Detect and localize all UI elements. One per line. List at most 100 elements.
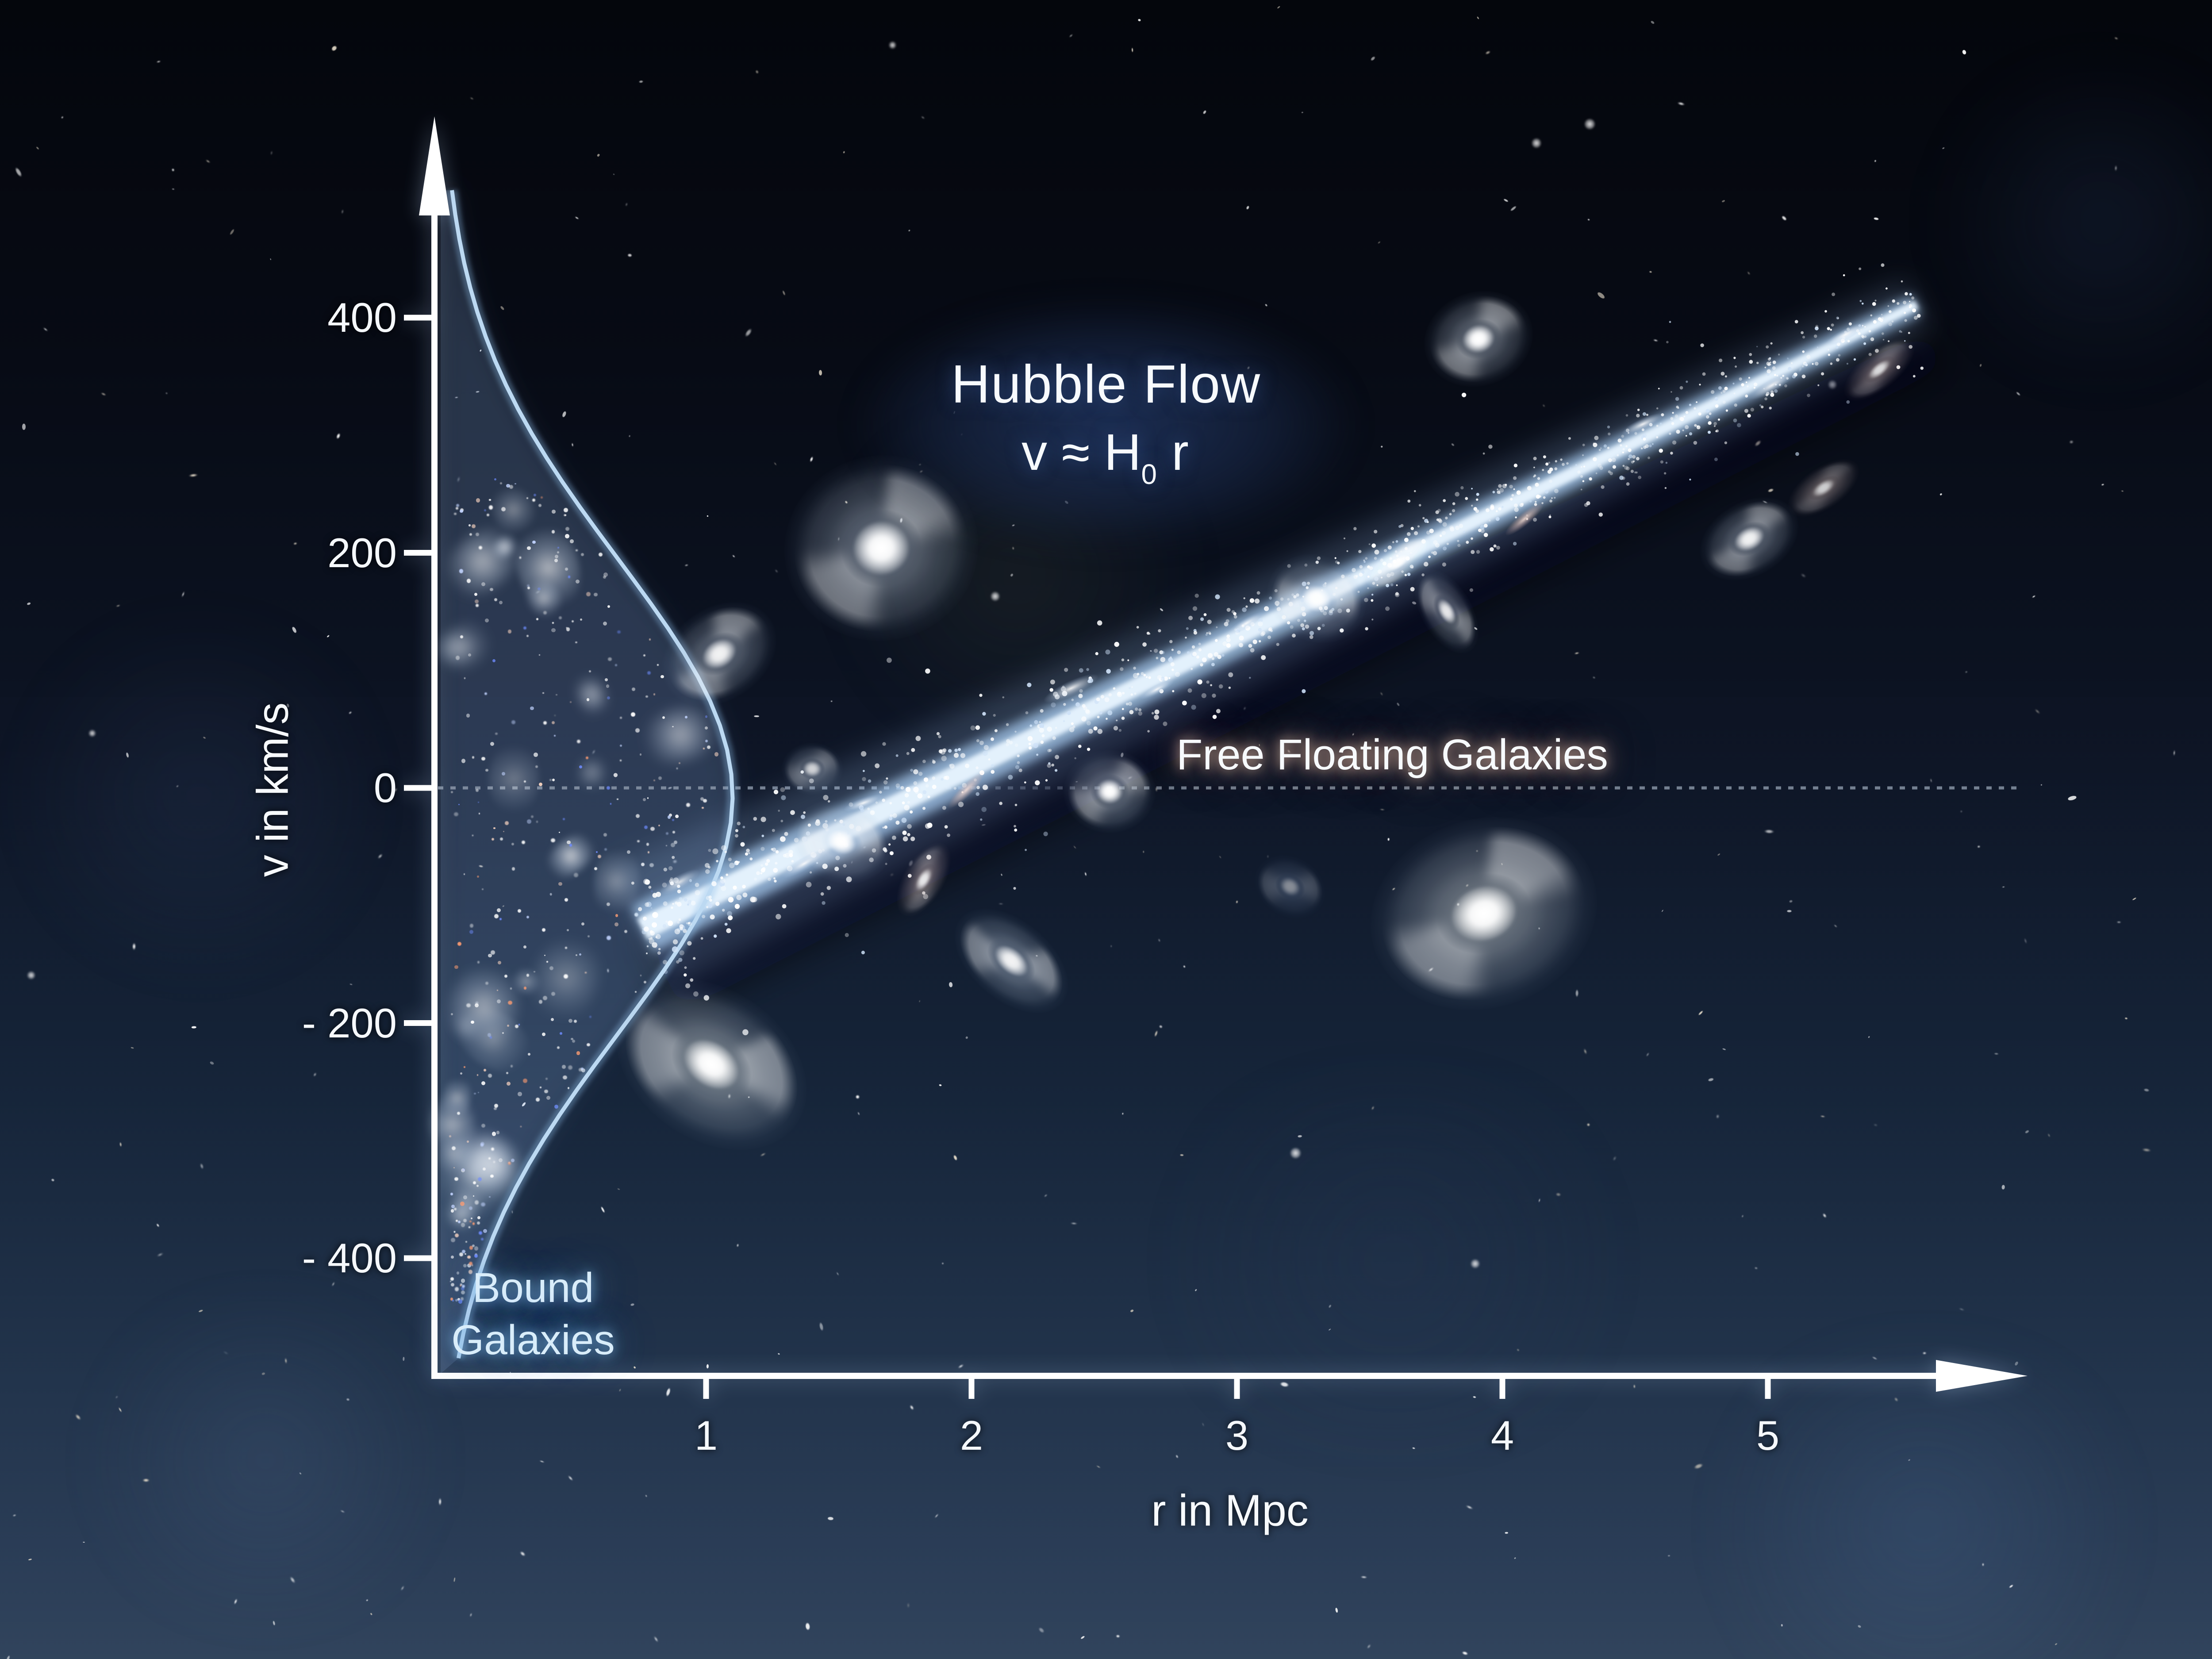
cluster-speck xyxy=(576,549,578,552)
cluster-speck xyxy=(507,1024,509,1027)
cluster-speck xyxy=(615,914,618,917)
cluster-speck xyxy=(454,1287,459,1291)
y-axis-arrowhead-icon xyxy=(419,116,450,215)
cluster-speck xyxy=(532,540,536,544)
cluster-speck xyxy=(558,616,562,620)
streak-shadow xyxy=(645,330,1947,1010)
cluster-speck xyxy=(617,798,618,800)
cluster-speck xyxy=(594,867,597,870)
cluster-speck xyxy=(467,1255,471,1259)
cluster-speck xyxy=(502,1032,504,1034)
cluster-speck xyxy=(494,1103,499,1108)
cluster-speck xyxy=(552,510,556,514)
bright-star xyxy=(889,42,896,49)
cluster-speck xyxy=(606,684,610,688)
x-tick xyxy=(703,1376,709,1399)
cluster-speck xyxy=(647,851,650,853)
cluster-speck xyxy=(491,950,495,955)
cluster-speck xyxy=(576,1051,580,1055)
cluster-speck xyxy=(523,780,526,783)
cluster-speck xyxy=(511,867,515,871)
bound-galaxies-line2: Galaxies xyxy=(451,1317,615,1363)
cluster-speck xyxy=(551,721,555,724)
cluster-speck xyxy=(490,588,493,591)
cluster-speck xyxy=(488,1157,491,1160)
cluster-speck xyxy=(550,1018,554,1022)
cluster-speck xyxy=(457,941,462,946)
cluster-speck xyxy=(481,1081,485,1085)
cluster-speck xyxy=(567,929,569,931)
cluster-speck xyxy=(577,739,580,743)
cluster-speck xyxy=(471,1264,473,1266)
cluster-speck xyxy=(679,762,680,764)
cluster-speck xyxy=(653,693,656,695)
cluster-speck xyxy=(603,833,607,837)
cluster-speck xyxy=(546,1096,551,1100)
cluster-speck xyxy=(518,1092,522,1096)
cluster-speck xyxy=(579,1068,582,1071)
cluster-speck xyxy=(485,768,488,772)
cluster-speck xyxy=(463,873,465,875)
cluster-speck xyxy=(581,922,584,926)
cluster-speck xyxy=(546,960,548,963)
cluster-speck xyxy=(474,1246,478,1251)
cluster-speck xyxy=(501,772,505,776)
cluster-speck xyxy=(477,875,480,878)
cluster-speck xyxy=(469,1220,472,1222)
cluster-speck xyxy=(454,1177,458,1181)
cluster-speck xyxy=(564,514,566,516)
cluster-speck xyxy=(497,990,499,991)
cluster-speck xyxy=(478,1231,482,1235)
cluster-speck xyxy=(503,831,504,833)
y-axis-line xyxy=(431,212,438,1379)
cluster-speck xyxy=(626,850,631,854)
cluster-speck xyxy=(486,513,489,516)
y-tick-label: - 400 xyxy=(302,1235,397,1281)
cluster-speck xyxy=(522,841,526,845)
cluster-speck xyxy=(649,638,651,641)
cluster-speck xyxy=(533,494,536,497)
bound-galaxies-line1: Bound xyxy=(472,1264,594,1311)
cluster-speck xyxy=(507,630,512,634)
cluster-speck xyxy=(533,971,535,973)
cluster-speck xyxy=(630,712,635,717)
cluster-speck xyxy=(461,1223,465,1227)
cluster-speck xyxy=(490,742,495,746)
cluster-speck xyxy=(551,530,555,534)
cluster-speck xyxy=(614,664,618,666)
cluster-speck xyxy=(495,732,498,735)
cluster-speck xyxy=(481,757,485,761)
cluster-speck xyxy=(526,497,529,499)
y-tick-label: - 200 xyxy=(302,999,397,1046)
cluster-speck xyxy=(454,1233,459,1237)
cluster-speck xyxy=(545,1077,548,1080)
cluster-speck xyxy=(451,1237,455,1242)
cluster-speck xyxy=(646,842,649,846)
cluster-speck xyxy=(594,592,598,597)
cluster-speck xyxy=(477,1177,482,1182)
cluster-speck xyxy=(565,568,568,571)
cluster-speck xyxy=(665,832,668,835)
cluster-speck xyxy=(543,611,547,615)
cluster-speck xyxy=(543,721,547,725)
cluster-speck xyxy=(511,1159,515,1162)
cluster-speck xyxy=(643,798,646,801)
cluster-speck xyxy=(461,1250,465,1254)
star xyxy=(1787,910,1792,912)
cluster-speck xyxy=(472,1244,475,1248)
cluster-speck xyxy=(504,821,509,825)
bright-star xyxy=(991,591,1000,601)
y-tick xyxy=(404,550,431,556)
cluster-speck xyxy=(453,1167,455,1168)
cluster-speck xyxy=(527,546,531,550)
cluster-speck xyxy=(504,974,508,978)
cluster-speck xyxy=(454,1208,457,1210)
cluster-speck xyxy=(667,815,671,819)
y-tick-label: 0 xyxy=(373,764,397,811)
cluster-speck xyxy=(471,1020,474,1024)
cluster-speck xyxy=(567,1087,570,1089)
cluster-speck xyxy=(473,1181,476,1184)
cluster-speck xyxy=(470,1217,472,1220)
cluster-speck xyxy=(496,908,501,912)
